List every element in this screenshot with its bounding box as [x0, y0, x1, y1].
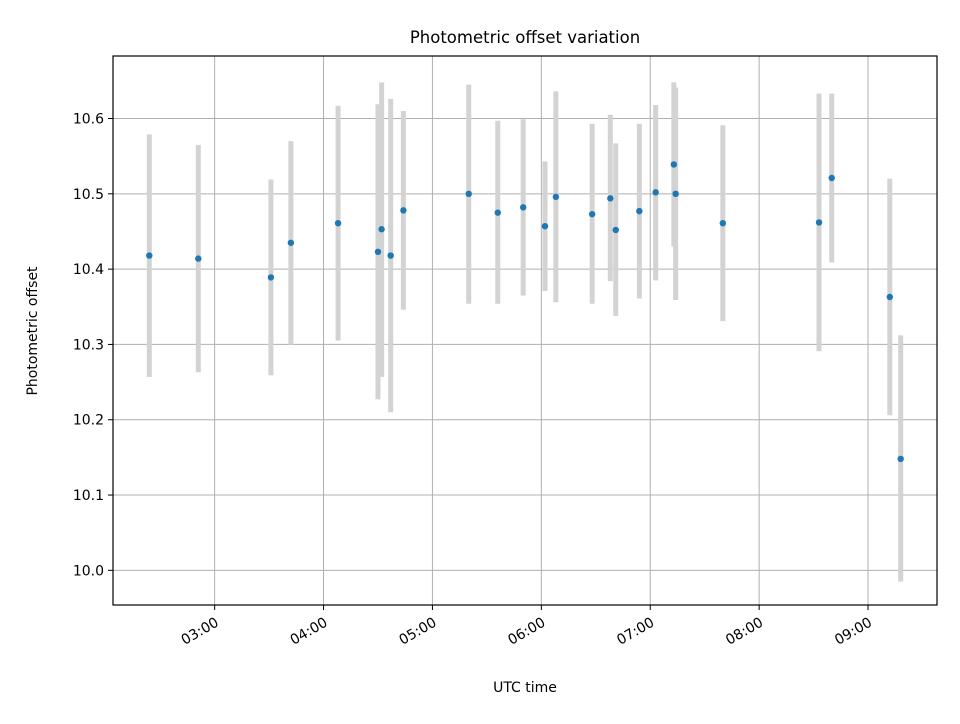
- y-tick-label: 10.3: [73, 337, 104, 353]
- data-point: [828, 174, 835, 182]
- data-point: [387, 252, 394, 259]
- y-tick-label: 10.4: [73, 262, 104, 278]
- y-tick-label: 10.5: [73, 187, 104, 203]
- data-point: [607, 195, 614, 202]
- chart-title: Photometric offset variation: [410, 28, 640, 47]
- data-point: [612, 226, 619, 234]
- data-point: [146, 252, 153, 259]
- y-tick-label: 10.2: [73, 413, 104, 429]
- data-point: [195, 255, 202, 262]
- data-point: [652, 189, 659, 196]
- data-point: [267, 274, 275, 281]
- data-point: [494, 209, 501, 216]
- data-point: [670, 161, 678, 168]
- data-point: [334, 219, 342, 227]
- data-point: [719, 219, 727, 227]
- data-point: [886, 293, 894, 301]
- y-tick-label: 10.6: [73, 112, 104, 128]
- data-point: [672, 190, 679, 198]
- data-point: [287, 239, 295, 246]
- point-layer: [146, 161, 904, 463]
- data-point: [374, 248, 382, 256]
- data-point: [519, 204, 527, 211]
- y-tick-label: 10.1: [73, 488, 104, 504]
- data-point: [378, 226, 385, 233]
- y-axis-label: Photometric offset: [25, 266, 41, 396]
- data-point: [552, 193, 560, 201]
- y-tick-label: 10.0: [73, 563, 104, 579]
- data-point: [541, 222, 549, 230]
- data-point: [897, 455, 904, 463]
- data-point: [400, 207, 407, 214]
- data-point: [815, 219, 823, 226]
- data-point: [636, 207, 643, 215]
- data-point: [465, 190, 472, 198]
- y-axis-ticks: 10.0 10.1 10.2 10.3 10.4 10.5 10.6: [73, 112, 113, 579]
- x-axis-label: UTC time: [493, 680, 557, 696]
- data-point: [588, 210, 596, 218]
- axes-frame: [112, 55, 938, 606]
